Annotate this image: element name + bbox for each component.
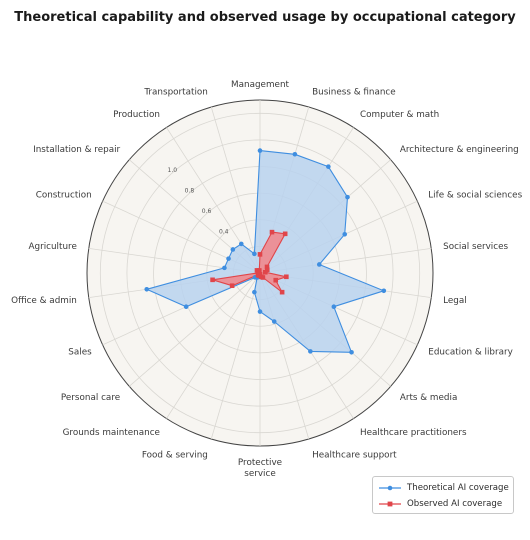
theoretical-point bbox=[349, 350, 354, 355]
radial-tick-label: 0.8 bbox=[185, 188, 195, 195]
observed-point bbox=[273, 277, 279, 283]
category-label: Production bbox=[113, 110, 160, 120]
category-label: Personal care bbox=[61, 393, 120, 403]
category-label: Healthcare support bbox=[312, 450, 397, 460]
category-label: Installation & repair bbox=[33, 145, 120, 155]
radial-tick-label: 0.4 bbox=[219, 228, 229, 235]
category-label: Management bbox=[231, 80, 289, 90]
legend-marker-observed bbox=[379, 501, 401, 507]
theoretical-point bbox=[381, 288, 387, 294]
grid-spoke bbox=[166, 272, 261, 419]
category-label: Construction bbox=[36, 190, 92, 200]
observed-point bbox=[256, 268, 262, 273]
observed-point bbox=[264, 267, 270, 272]
theoretical-point bbox=[316, 262, 322, 267]
theoretical-point bbox=[252, 251, 257, 257]
observed-point bbox=[269, 229, 275, 235]
category-label: Life & social sciences bbox=[428, 190, 522, 200]
legend-label-theoretical: Theoretical AI coverage bbox=[407, 483, 509, 493]
theoretical-point bbox=[257, 148, 263, 153]
category-label: Architecture & engineering bbox=[400, 145, 519, 155]
theoretical-point bbox=[226, 256, 231, 261]
grid-spoke bbox=[128, 272, 261, 387]
category-label: Education & library bbox=[428, 348, 513, 358]
category-label: Social services bbox=[443, 242, 508, 252]
category-label: Healthcare practitioners bbox=[360, 428, 467, 438]
legend-item-observed[interactable]: Observed AI coverage bbox=[379, 497, 502, 511]
category-label: Protective service bbox=[238, 458, 282, 479]
observed-point bbox=[279, 289, 285, 295]
theoretical-point bbox=[292, 151, 298, 157]
category-label: Legal bbox=[443, 296, 467, 306]
category-label: Transportation bbox=[143, 88, 208, 98]
observed-point bbox=[264, 264, 270, 270]
observed-point bbox=[282, 231, 288, 237]
theoretical-point bbox=[183, 304, 189, 310]
category-label: Computer & math bbox=[360, 110, 439, 120]
theoretical-point bbox=[345, 194, 350, 200]
category-label: Arts & media bbox=[400, 393, 458, 403]
category-label: Business & finance bbox=[312, 88, 396, 98]
category-label: Food & serving bbox=[142, 450, 208, 460]
legend-label-observed: Observed AI coverage bbox=[407, 499, 503, 509]
category-label: Grounds maintenance bbox=[63, 428, 160, 438]
observed-point bbox=[257, 252, 263, 257]
theoretical-point bbox=[144, 286, 150, 292]
theoretical-point bbox=[257, 309, 263, 314]
observed-point bbox=[284, 274, 289, 280]
theoretical-point bbox=[326, 164, 331, 169]
observed-point bbox=[229, 283, 235, 289]
theoretical-point bbox=[342, 232, 348, 237]
legend: Theoretical AI coverage Observed AI cove… bbox=[372, 476, 514, 514]
category-label: Office & admin bbox=[11, 296, 77, 306]
theoretical-point bbox=[252, 289, 257, 295]
radial-tick-label: 1.0 bbox=[168, 167, 178, 174]
grid-spoke bbox=[210, 272, 261, 440]
theoretical-point bbox=[271, 319, 277, 324]
chart-title: Theoretical capability and observed usag… bbox=[14, 10, 516, 25]
radial-tick-label: 0.6 bbox=[202, 208, 212, 215]
theoretical-point bbox=[308, 349, 313, 354]
observed-point bbox=[210, 277, 215, 283]
legend-item-theoretical[interactable]: Theoretical AI coverage bbox=[379, 481, 509, 495]
grid-spoke bbox=[210, 106, 261, 274]
observed-point bbox=[262, 269, 268, 275]
category-label: Agriculture bbox=[28, 242, 76, 252]
theoretical-point bbox=[331, 304, 337, 310]
category-label: Sales bbox=[68, 348, 92, 358]
theoretical-point bbox=[238, 241, 244, 247]
legend-marker-theoretical bbox=[379, 485, 401, 491]
theoretical-point bbox=[230, 247, 236, 252]
theoretical-point bbox=[222, 265, 227, 271]
